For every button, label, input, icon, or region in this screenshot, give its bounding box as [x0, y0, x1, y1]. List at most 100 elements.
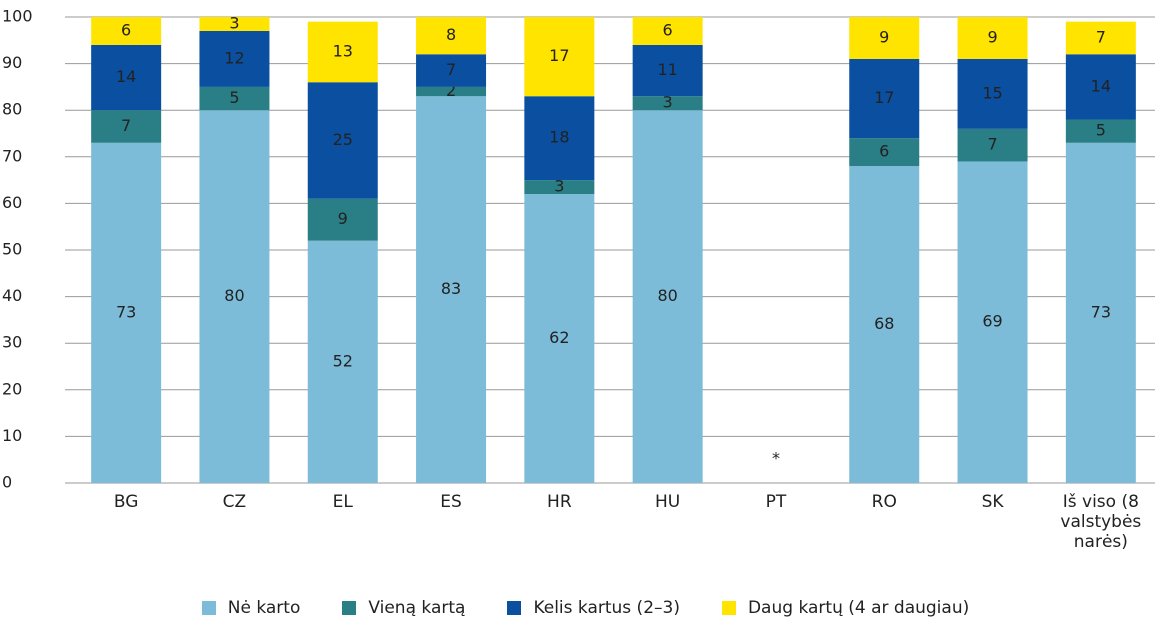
- y-tick-label: 40: [2, 286, 22, 305]
- data-label: 80: [657, 286, 677, 305]
- data-label: 25: [333, 130, 353, 149]
- data-label: 73: [1091, 302, 1111, 321]
- bar-segment: [307, 82, 378, 199]
- data-label: 7: [1096, 27, 1106, 46]
- bar-segment: [91, 110, 162, 143]
- bar-segment: [957, 128, 1028, 162]
- data-label: 6: [663, 20, 673, 39]
- data-label: 7: [987, 135, 997, 154]
- data-label: 7: [121, 116, 131, 135]
- legend-swatch: [201, 601, 216, 615]
- legend-label: Kelis kartus (2–3): [533, 598, 680, 618]
- x-tick-label: PT: [765, 492, 787, 512]
- bar-segment: [416, 86, 487, 97]
- annotation: *: [772, 449, 780, 468]
- data-label: 3: [663, 93, 673, 112]
- data-label: 14: [116, 67, 136, 86]
- legend: Nė karto Vieną kartą Kelis kartus (2–3) Dau…: [0, 598, 1171, 618]
- y-tick-label: 90: [2, 53, 22, 72]
- data-label: 6: [121, 20, 131, 39]
- legend-item: Daug kartų (4 ar daugiau): [721, 598, 970, 618]
- x-tick-label: HR: [547, 492, 572, 512]
- bar-segment: [1065, 54, 1136, 120]
- legend-item: Nė karto: [201, 598, 301, 618]
- legend-label: Vieną kartą: [368, 598, 466, 618]
- data-label: 5: [1096, 121, 1106, 140]
- bar-segment: [1065, 119, 1136, 143]
- x-tick-label: HU: [655, 492, 681, 512]
- bar-segment: [199, 30, 270, 87]
- data-label: 9: [879, 27, 889, 46]
- bar-segment: [199, 86, 270, 111]
- legend-label: Nė karto: [227, 598, 301, 618]
- data-label: 18: [549, 128, 569, 147]
- x-tick-label: SK: [981, 492, 1004, 512]
- bar-segment: [524, 180, 595, 195]
- bar-segment: [91, 44, 162, 111]
- bar-segment: [849, 138, 920, 167]
- data-label: 15: [982, 83, 1002, 102]
- data-label: 5: [229, 88, 239, 107]
- y-tick-label: 80: [2, 100, 22, 119]
- data-label: 11: [657, 60, 677, 79]
- bar-segment: [416, 17, 487, 55]
- legend-swatch: [721, 601, 736, 615]
- data-label: 9: [338, 209, 348, 228]
- bar-segment: [199, 110, 270, 483]
- bar-segment: [524, 194, 595, 483]
- bar-segment: [524, 17, 595, 97]
- legend-swatch: [507, 601, 522, 615]
- data-label: 2: [446, 81, 456, 100]
- x-tick-label: Iš viso (8 valstybės narės): [1060, 492, 1142, 552]
- bar-segment: [849, 166, 920, 483]
- data-label: 69: [982, 312, 1002, 331]
- x-tick-label: BG: [113, 492, 139, 512]
- y-tick-label: 30: [2, 333, 22, 352]
- data-label: 9: [987, 27, 997, 46]
- bar-segment: [524, 96, 595, 181]
- y-tick-label: 10: [2, 426, 22, 445]
- data-label: 6: [879, 142, 889, 161]
- x-tick-label: RO: [871, 492, 897, 512]
- data-label: 17: [874, 88, 894, 107]
- bar-segment: [307, 21, 378, 83]
- data-label: 7: [446, 60, 456, 79]
- bar-segment: [1065, 142, 1136, 483]
- data-label: 8: [446, 25, 456, 44]
- x-tick-label: ES: [440, 492, 462, 512]
- y-tick-label: 100: [2, 7, 33, 26]
- bar-segment: [91, 142, 162, 483]
- x-tick-label: EL: [332, 492, 353, 512]
- bar-segment: [416, 96, 487, 483]
- y-tick-label: 70: [2, 146, 22, 165]
- data-label: 80: [224, 286, 244, 305]
- bar-segment: [957, 58, 1028, 129]
- data-label: 83: [441, 279, 461, 298]
- bar-segment: [307, 198, 378, 241]
- bar-segment: [849, 58, 920, 139]
- y-tick-label: 60: [2, 193, 22, 212]
- data-label: 17: [549, 46, 569, 65]
- bar-segment: [957, 161, 1028, 483]
- legend-label: Daug kartų (4 ar daugiau): [747, 598, 970, 618]
- data-label: 14: [1091, 76, 1111, 95]
- data-label: 73: [116, 302, 136, 321]
- x-tick-label: CZ: [222, 492, 247, 512]
- y-tick-label: 50: [2, 240, 22, 259]
- bar-segment: [957, 17, 1028, 59]
- bar-segment: [91, 17, 162, 45]
- bar-segment: [849, 17, 920, 59]
- bar-segment: [416, 54, 487, 87]
- data-label: 3: [229, 13, 239, 32]
- legend-item: Kelis kartus (2–3): [507, 598, 680, 618]
- bar-segment: [307, 240, 378, 483]
- legend-item: Vieną kartą: [342, 598, 465, 618]
- data-label: 68: [874, 314, 894, 333]
- data-label: 52: [333, 351, 353, 370]
- data-label: 12: [224, 48, 244, 67]
- bar-segment: [632, 110, 703, 483]
- bar-segment: [199, 17, 270, 31]
- y-tick-label: 0: [2, 473, 12, 492]
- y-tick-label: 20: [2, 379, 22, 398]
